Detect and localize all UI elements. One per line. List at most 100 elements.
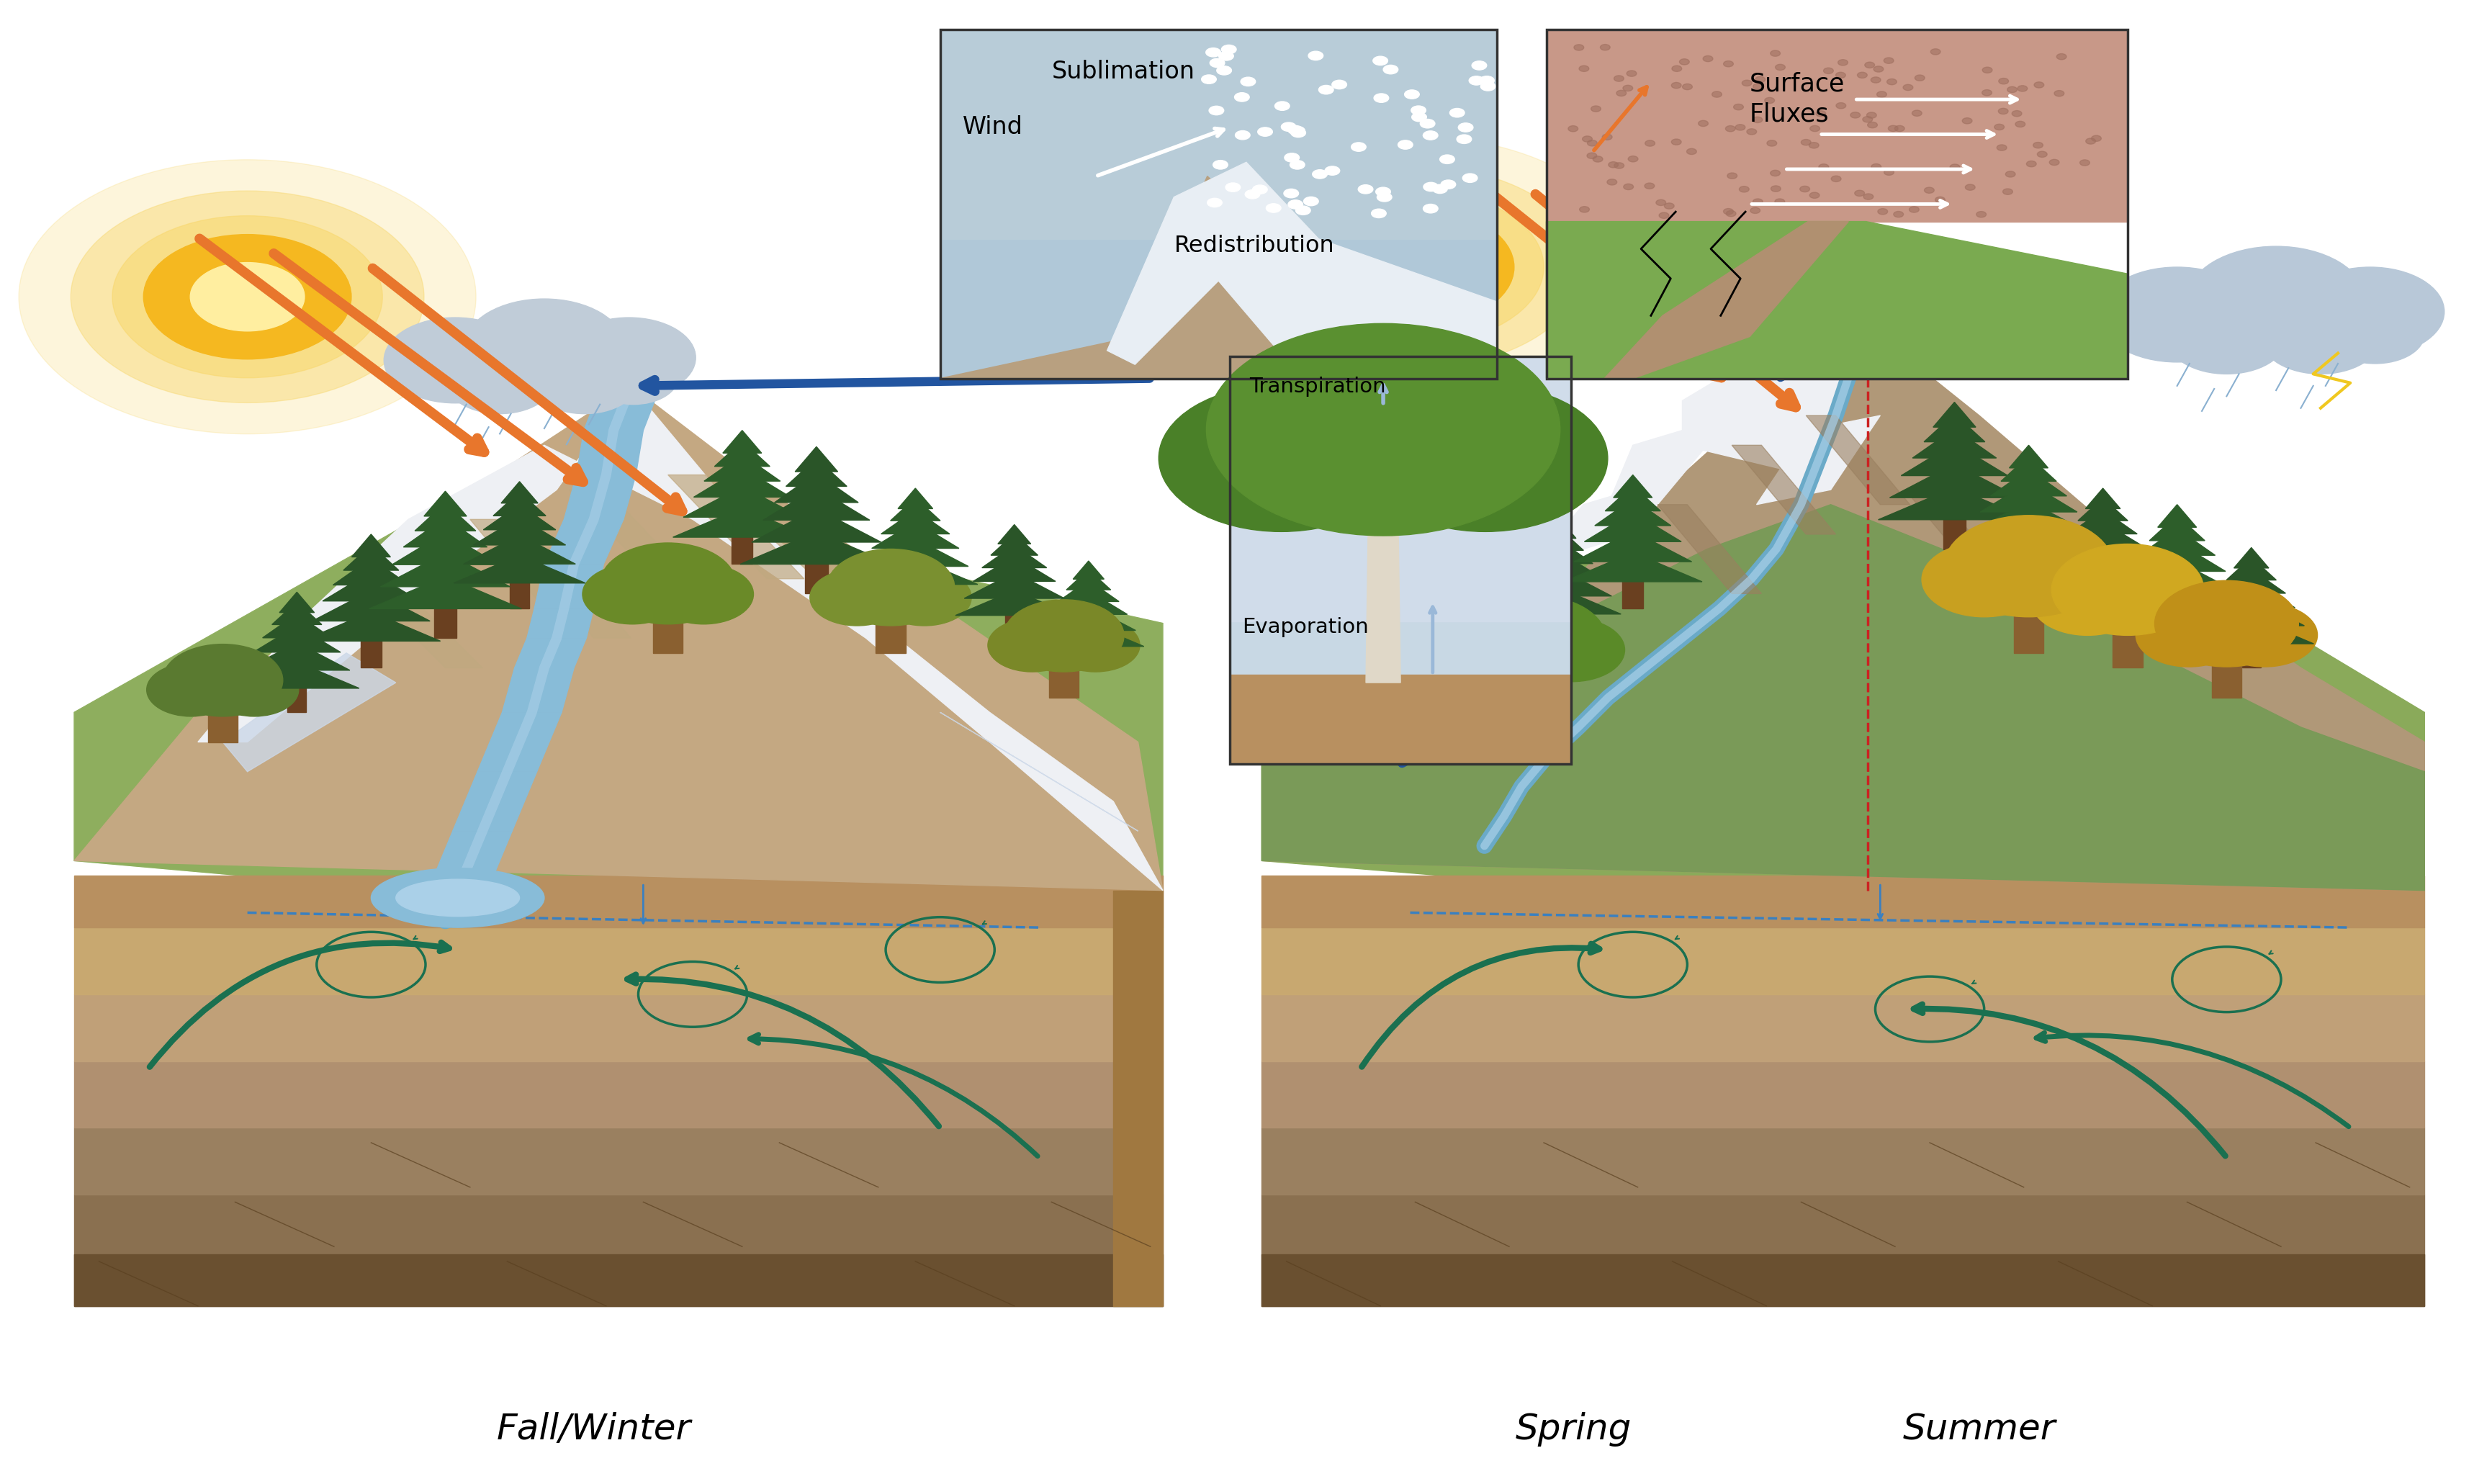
Circle shape — [1868, 122, 1878, 128]
Polygon shape — [1230, 674, 1571, 764]
Circle shape — [1994, 125, 2004, 131]
Polygon shape — [1658, 505, 1761, 594]
Circle shape — [1608, 180, 1618, 186]
Polygon shape — [2157, 505, 2197, 527]
Circle shape — [1457, 135, 1472, 144]
Circle shape — [1286, 190, 1544, 344]
Circle shape — [1724, 126, 1734, 132]
Polygon shape — [804, 556, 829, 594]
Polygon shape — [732, 531, 752, 564]
Circle shape — [1749, 208, 1759, 214]
Circle shape — [1267, 203, 1282, 212]
Polygon shape — [527, 608, 594, 638]
Polygon shape — [2113, 620, 2142, 668]
Polygon shape — [252, 626, 341, 653]
Circle shape — [1672, 65, 1682, 71]
Circle shape — [1808, 193, 1818, 199]
Polygon shape — [1262, 505, 2425, 890]
Circle shape — [1373, 56, 1388, 65]
Circle shape — [1004, 600, 1123, 672]
Circle shape — [1326, 166, 1341, 175]
Polygon shape — [898, 488, 933, 509]
Polygon shape — [715, 441, 769, 466]
Circle shape — [1423, 183, 1437, 191]
Circle shape — [1754, 77, 1764, 83]
Circle shape — [1878, 209, 1888, 215]
Text: Surface
Fluxes: Surface Fluxes — [1749, 71, 1846, 126]
Circle shape — [1734, 104, 1744, 110]
Polygon shape — [673, 508, 811, 537]
Polygon shape — [762, 488, 871, 521]
Text: Sublimation: Sublimation — [1051, 59, 1195, 83]
Polygon shape — [2167, 605, 2187, 638]
Circle shape — [1863, 194, 1873, 200]
Polygon shape — [1034, 623, 1143, 647]
Circle shape — [1457, 123, 1472, 132]
Circle shape — [2155, 580, 2298, 666]
Polygon shape — [1230, 356, 1571, 764]
Circle shape — [532, 350, 638, 414]
Circle shape — [2086, 138, 2095, 144]
Circle shape — [1210, 105, 1225, 114]
Text: Spring: Spring — [1517, 1413, 1630, 1447]
Polygon shape — [1732, 445, 1836, 534]
Circle shape — [1727, 211, 1737, 217]
Polygon shape — [1430, 577, 1539, 608]
Circle shape — [1883, 58, 1893, 64]
Polygon shape — [74, 1128, 1163, 1195]
Circle shape — [1964, 184, 1974, 190]
Bar — [1230, 356, 1571, 764]
Polygon shape — [2199, 598, 2303, 626]
Polygon shape — [1942, 512, 1967, 549]
Circle shape — [589, 352, 678, 404]
Circle shape — [1776, 64, 1786, 70]
Polygon shape — [1262, 445, 2425, 920]
Circle shape — [1771, 50, 1781, 56]
Circle shape — [1573, 45, 1583, 50]
Polygon shape — [1408, 620, 1561, 653]
Circle shape — [1247, 166, 1583, 368]
Polygon shape — [74, 475, 1163, 920]
Circle shape — [1925, 187, 1935, 193]
Polygon shape — [1932, 402, 1977, 427]
Circle shape — [2011, 111, 2021, 117]
Polygon shape — [2051, 539, 2155, 567]
Circle shape — [826, 549, 955, 626]
Polygon shape — [381, 554, 510, 586]
Circle shape — [1808, 142, 1818, 148]
Circle shape — [1423, 205, 1437, 214]
Polygon shape — [705, 454, 779, 481]
Circle shape — [1930, 49, 1940, 55]
Polygon shape — [1390, 579, 1430, 601]
Circle shape — [2011, 542, 2135, 617]
Polygon shape — [1108, 162, 1497, 378]
Polygon shape — [1455, 548, 1514, 576]
Polygon shape — [997, 525, 1032, 545]
Circle shape — [1873, 67, 1883, 73]
Circle shape — [1586, 153, 1596, 159]
Circle shape — [1982, 89, 1992, 95]
Circle shape — [1687, 148, 1697, 154]
Circle shape — [2016, 86, 2026, 92]
Circle shape — [1368, 632, 1502, 714]
Circle shape — [1210, 58, 1225, 67]
Polygon shape — [740, 531, 893, 564]
Circle shape — [1207, 199, 1222, 208]
Circle shape — [1915, 74, 1925, 80]
Polygon shape — [1230, 356, 1571, 622]
Polygon shape — [2227, 556, 2276, 580]
Circle shape — [1645, 141, 1655, 147]
Polygon shape — [74, 994, 1163, 1061]
Circle shape — [1734, 125, 1744, 131]
Polygon shape — [490, 712, 562, 742]
Polygon shape — [473, 516, 567, 545]
Polygon shape — [1596, 499, 1670, 525]
Text: Redistribution: Redistribution — [1175, 234, 1333, 257]
Polygon shape — [1049, 659, 1079, 697]
Circle shape — [1207, 324, 1561, 536]
Polygon shape — [544, 519, 623, 564]
Polygon shape — [1420, 699, 1450, 742]
Polygon shape — [482, 505, 557, 530]
Polygon shape — [1603, 221, 1848, 378]
Circle shape — [1935, 197, 1945, 203]
